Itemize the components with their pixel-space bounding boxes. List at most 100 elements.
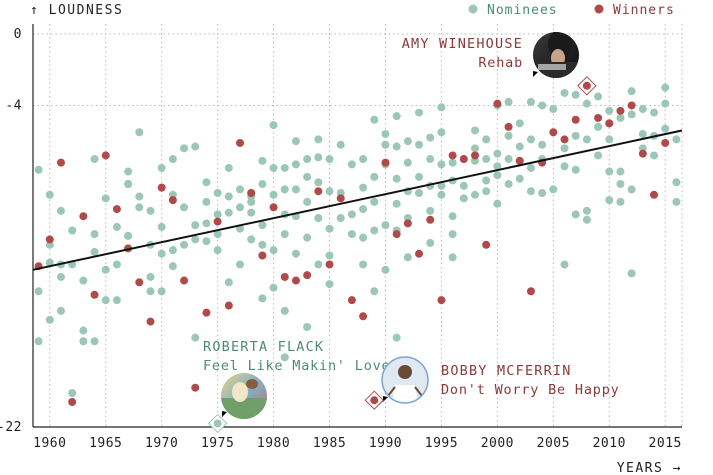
winner-point-43 [515,156,524,165]
highlight-point-2 [370,396,379,405]
winner-point-7 [112,205,121,214]
x-tick-label-2010: 2010 [593,436,626,451]
winner-point-21 [269,203,278,212]
winner-point-39 [470,151,479,160]
nominee-point-71 [247,208,256,217]
nominee-point-37 [146,206,155,215]
nominee-point-159 [448,230,457,239]
nominee-point-195 [560,144,569,153]
album-cover-bobby-mcferrin [381,356,429,404]
nominee-point-233 [672,197,681,206]
nominee-point-230 [661,124,670,133]
nominee-point-2 [34,337,43,346]
nominee-point-150 [426,239,435,248]
nominee-point-203 [582,135,591,144]
nominee-point-88 [280,306,289,315]
nominee-point-136 [392,333,401,342]
legend-nominee-swatch [468,4,478,14]
nominee-point-227 [650,151,659,160]
nominee-point-118 [359,205,368,214]
nominee-point-91 [291,160,300,169]
annotation-artist-bobby-mcferrin: BOBBY MCFERRIN [441,363,572,379]
nominee-point-170 [482,176,491,185]
nominee-point-201 [571,210,580,219]
nominee-point-117 [359,183,368,192]
nominee-point-95 [303,155,312,164]
nominee-point-218 [627,87,636,96]
nominee-point-26 [112,296,121,305]
nominee-point-151 [437,103,446,112]
nominee-point-41 [157,249,166,258]
nominee-point-44 [168,262,177,271]
nominee-point-199 [571,131,580,140]
nominee-point-78 [258,294,267,303]
nominee-point-145 [415,188,424,197]
nominee-point-131 [392,112,401,121]
nominee-point-116 [359,155,368,164]
nominee-point-212 [605,167,614,176]
nominee-point-104 [314,260,323,269]
nominee-point-14 [79,276,88,285]
nominee-point-142 [415,108,424,117]
nominee-point-6 [45,315,54,324]
winner-point-4 [79,212,88,221]
nominee-point-178 [504,131,513,140]
nominee-point-60 [213,246,222,255]
album-cover-roberta-flack [221,373,267,419]
legend-winners-label: Winners [613,3,675,18]
nominee-point-30 [124,231,133,240]
x-tick-label-2005: 2005 [537,436,570,451]
nominee-point-98 [303,233,312,242]
nominee-point-32 [135,203,144,212]
nominee-point-43 [168,246,177,255]
winner-point-26 [325,260,334,269]
nominee-point-114 [347,210,356,219]
x-tick-label-1970: 1970 [145,436,178,451]
winner-point-41 [493,99,502,108]
nominee-point-228 [661,83,670,92]
nominee-point-63 [224,208,233,217]
nominee-point-158 [448,212,457,221]
nominee-point-179 [504,155,513,164]
winner-point-36 [437,296,446,305]
nominee-point-120 [359,260,368,269]
nominee-point-108 [325,251,334,260]
nominee-point-67 [236,203,245,212]
annotation-song-rehab: Rehab [478,55,523,71]
nominee-point-181 [515,119,524,128]
nominee-point-64 [224,278,233,287]
winner-point-6 [101,151,110,160]
nominee-point-204 [582,206,591,215]
winner-point-3 [68,397,77,406]
winner-point-13 [180,276,189,285]
nominee-point-9 [56,272,65,281]
nominee-point-25 [112,260,121,269]
nominee-point-180 [504,180,513,189]
nominee-point-90 [291,137,300,146]
winner-point-29 [359,312,368,321]
nominee-point-46 [180,144,189,153]
nominee-point-200 [571,165,580,174]
nominee-point-127 [381,140,390,149]
nominee-point-165 [470,144,479,153]
nominee-point-35 [146,272,155,281]
nominee-point-100 [314,135,323,144]
winner-point-37 [448,151,457,160]
nominee-point-196 [560,162,569,171]
axes: 1960 1965 1970 1975 1980 1985 1990 1995 2000 2005… [0,24,682,451]
nominee-point-121 [370,115,379,124]
annotation-song-dont-worry-be-happy: Don't Worry Be Happy [441,382,620,398]
nominee-point-232 [672,178,681,187]
nominee-point-175 [493,171,502,180]
winner-point-50 [594,113,603,122]
legend-winner-swatch [594,4,604,14]
nominee-point-7 [56,206,65,215]
nominee-point-221 [627,269,636,278]
nominee-point-164 [470,126,479,135]
nominee-point-101 [314,153,323,162]
nominee-point-31 [135,192,144,201]
x-tick-label-1965: 1965 [89,436,122,451]
nominee-point-208 [594,151,603,160]
nominee-point-162 [459,181,468,190]
nominee-point-36 [146,287,155,296]
